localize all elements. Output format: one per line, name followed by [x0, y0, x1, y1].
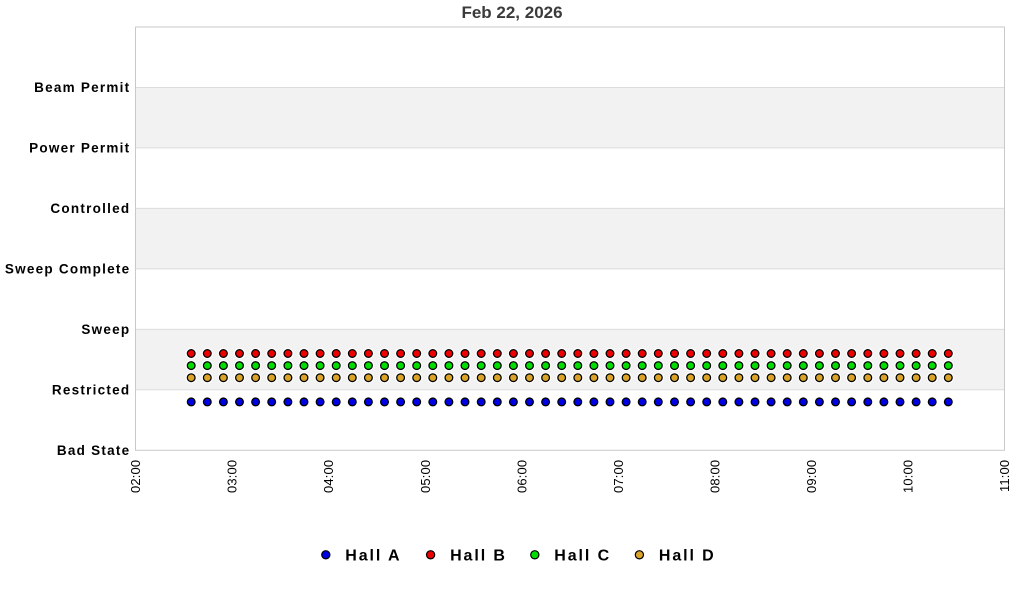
svg-text:03:00: 03:00: [225, 460, 240, 493]
svg-text:Hall B: Hall B: [450, 547, 507, 564]
svg-text:08:00: 08:00: [707, 460, 722, 493]
svg-text:02:00: 02:00: [128, 460, 143, 493]
svg-text:06:00: 06:00: [514, 460, 529, 493]
svg-text:Power Permit: Power Permit: [29, 141, 130, 156]
svg-text:Bad State: Bad State: [57, 443, 131, 458]
svg-text:09:00: 09:00: [804, 460, 819, 493]
svg-text:10:00: 10:00: [901, 460, 916, 493]
svg-text:Hall A: Hall A: [345, 547, 401, 564]
svg-text:11:00: 11:00: [997, 460, 1012, 492]
svg-text:Hall C: Hall C: [554, 547, 611, 564]
svg-text:Controlled: Controlled: [50, 201, 130, 216]
svg-text:07:00: 07:00: [611, 460, 626, 493]
svg-text:04:00: 04:00: [321, 460, 336, 493]
svg-text:Sweep: Sweep: [81, 322, 130, 337]
svg-text:Restricted: Restricted: [52, 382, 131, 397]
svg-text:05:00: 05:00: [418, 460, 433, 493]
svg-text:Sweep Complete: Sweep Complete: [5, 262, 131, 277]
svg-text:Beam Permit: Beam Permit: [34, 80, 130, 95]
svg-text:Feb 22, 2026: Feb 22, 2026: [461, 3, 562, 22]
svg-text:Hall D: Hall D: [659, 547, 716, 564]
